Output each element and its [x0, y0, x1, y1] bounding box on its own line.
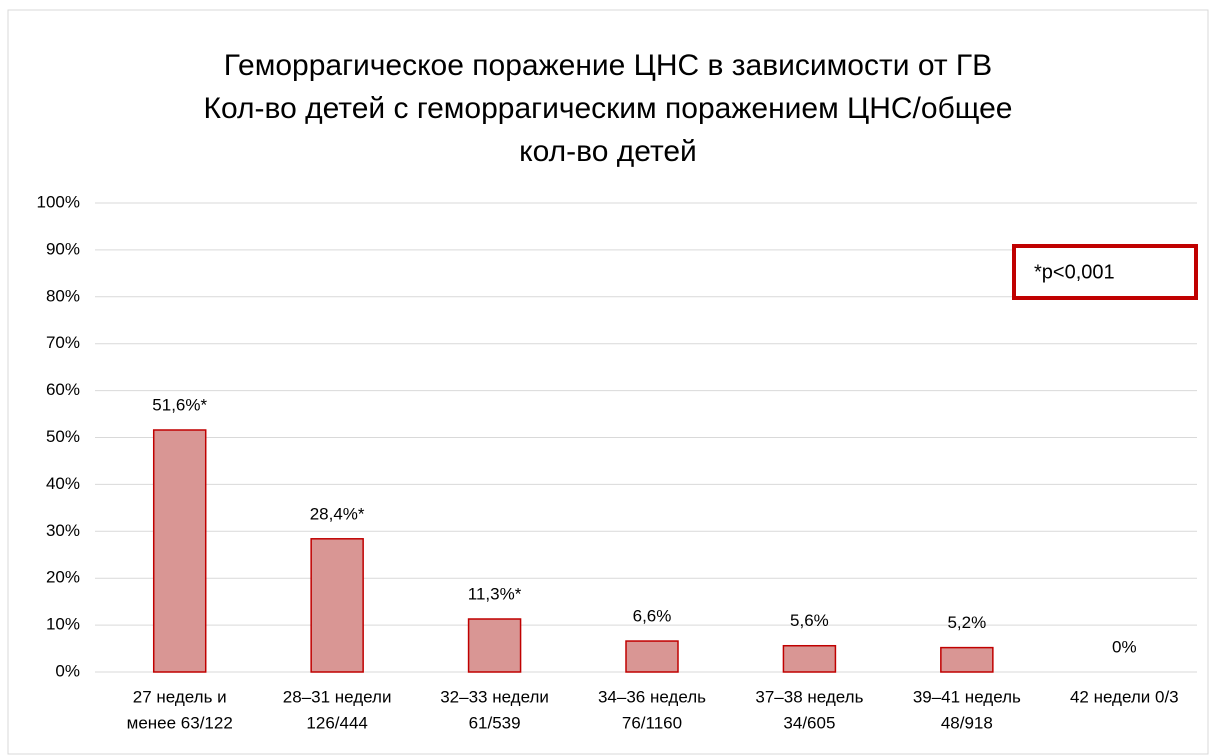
value-label: 51,6%* — [152, 395, 207, 414]
x-tick-label: менее 63/122 — [127, 713, 233, 732]
y-tick-label: 40% — [46, 474, 80, 493]
annotation-box — [1012, 244, 1198, 300]
value-label: 6,6% — [633, 607, 672, 626]
chart-title: Геморрагическое поражение ЦНС в зависимо… — [224, 49, 992, 82]
bar — [152, 429, 207, 673]
annotation: *p<0,001 — [1034, 261, 1115, 283]
x-tick-label: 34–36 недель — [598, 687, 706, 706]
bar — [310, 538, 364, 673]
x-tick-label: 76/1160 — [622, 713, 682, 732]
y-tick-label: 20% — [46, 568, 80, 587]
x-tick-label: 27 недель и — [133, 687, 227, 706]
y-tick-label: 10% — [46, 615, 80, 634]
value-label: 5,2% — [947, 613, 986, 632]
x-tick-label: 28–31 недели — [283, 687, 392, 706]
chart-title: кол-во детей — [519, 135, 697, 168]
x-tick-label: 34/605 — [783, 713, 835, 732]
value-label: 0% — [1112, 637, 1137, 656]
value-label: 5,6% — [790, 611, 829, 630]
x-tick-label: 39–41 недель — [913, 687, 1021, 706]
x-tick-label: 126/444 — [306, 713, 367, 732]
y-tick-label: 90% — [46, 239, 80, 258]
y-tick-label: 30% — [46, 521, 80, 540]
value-label: 28,4%* — [310, 504, 365, 523]
bar — [782, 644, 837, 673]
bar — [625, 640, 679, 673]
bar — [467, 618, 522, 673]
y-tick-label: 0% — [55, 661, 80, 680]
chart-frame — [7, 9, 1209, 755]
y-tick-label: 60% — [46, 380, 80, 399]
x-tick-label: 48/918 — [941, 713, 993, 732]
y-tick-label: 100% — [37, 192, 80, 211]
x-tick-label: 32–33 недели — [440, 687, 549, 706]
y-tick-label: 50% — [46, 427, 80, 446]
x-tick-label: 37–38 недель — [755, 687, 863, 706]
x-tick-label: 61/539 — [469, 713, 521, 732]
y-tick-label: 80% — [46, 286, 80, 305]
y-tick-label: 70% — [46, 333, 80, 352]
chart-title: Кол-во детей с геморрагическим поражение… — [204, 92, 1013, 125]
value-label: 11,3%* — [468, 584, 522, 603]
bar — [940, 646, 994, 673]
x-tick-label: 42 недели 0/3 — [1070, 687, 1179, 706]
